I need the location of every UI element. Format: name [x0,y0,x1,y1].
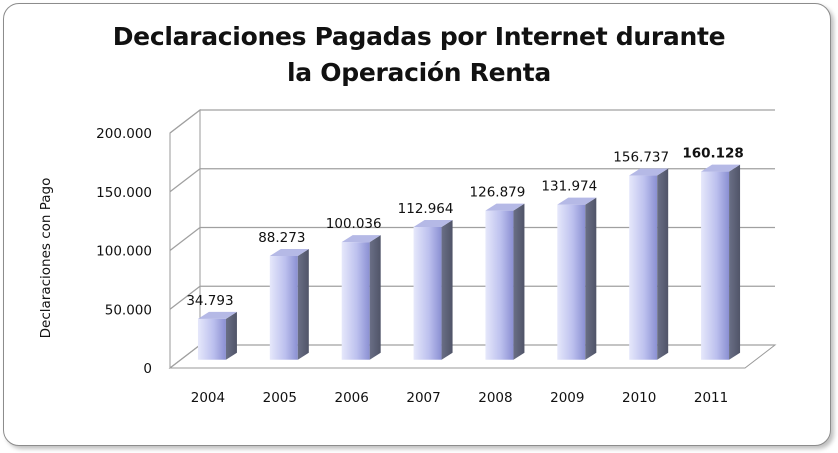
bar-front [557,204,586,360]
y-tick-label: 0 [143,361,152,377]
data-label: 34.793 [186,293,233,309]
data-label: 126.879 [470,185,526,201]
y-tick-label: 100.000 [96,244,152,260]
x-tick-label: 2009 [550,390,584,406]
data-label: 160.128 [682,146,744,162]
bar [197,311,237,360]
bar [269,248,309,360]
bar-side [513,203,525,360]
x-tick-label: 2006 [335,390,369,406]
bar-side [585,197,597,360]
bar [629,168,669,360]
bar-side [729,164,741,360]
x-tick-label: 2005 [263,390,297,406]
gridline [169,168,775,193]
bar-top [485,203,525,211]
gridline [169,109,775,134]
bar-top [341,235,381,243]
data-label: 100.036 [326,216,382,232]
bar-front [701,171,730,360]
y-axis-label: Declaraciones con Pago [38,178,54,339]
bar-front [485,210,514,360]
bar-side [369,235,381,360]
bar-side [297,248,309,360]
bar [557,197,597,360]
bar-side [441,219,453,360]
y-tick-label: 50.000 [105,302,152,318]
bar [701,164,741,360]
bar-side [225,311,237,360]
bar-top [701,164,741,172]
bar-front [413,226,442,360]
chart-title-line-1: Declaraciones Pagadas por Internet duran… [112,22,726,51]
x-tick-label: 2010 [622,390,656,406]
data-label: 156.737 [613,150,669,166]
bar-top [197,311,237,319]
bar-front [197,318,226,360]
bar [413,219,453,360]
chart-frame [3,3,831,446]
data-label: 112.964 [398,201,454,217]
bar-side [657,168,669,360]
x-tick-label: 2011 [694,390,728,406]
bar-front [269,255,298,360]
bar-top [413,219,453,227]
y-tick-label: 200.000 [96,126,152,142]
data-label: 131.974 [541,179,597,195]
bar-top [269,248,309,256]
bar [341,235,381,360]
bar-front [341,242,370,360]
gridline [169,285,775,310]
bar-front [629,175,658,360]
x-tick-label: 2004 [191,390,225,406]
x-tick-label: 2007 [406,390,440,406]
bar-top [629,168,669,176]
bar-top [557,197,597,205]
x-tick-label: 2008 [478,390,512,406]
floor [168,344,777,369]
data-label: 88.273 [258,230,305,246]
y-tick-label: 150.000 [96,185,152,201]
chart-title-line-2: la Operación Renta [287,58,551,87]
bar [485,203,525,360]
